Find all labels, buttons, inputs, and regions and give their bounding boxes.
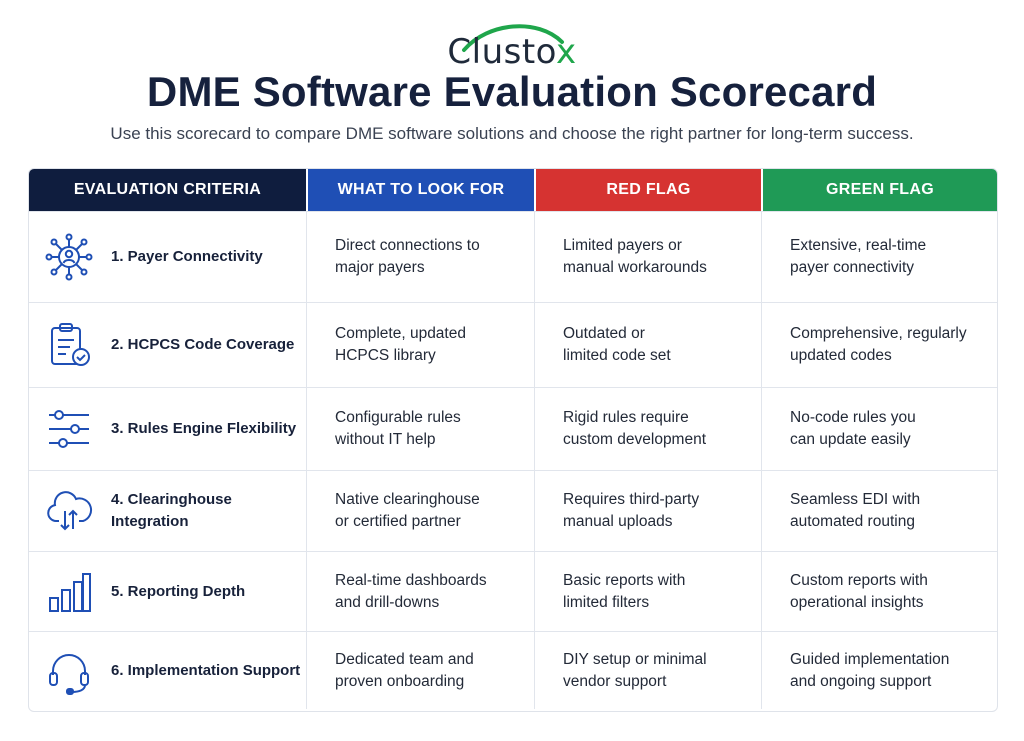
criteria-label: 1. Payer Connectivity [111,248,263,265]
red-flag-cell: Rigid rules require custom development [534,388,761,470]
headset-icon [43,645,95,697]
green-flag-cell: No-code rules you can update easily [761,388,997,470]
page-subtitle: Use this scorecard to compare DME softwa… [110,124,914,143]
red-flag-cell: Requires third-party manual uploads [534,471,761,551]
clipboard-check-icon [43,319,95,371]
green-flag-cell: Seamless EDI with automated routing [761,471,997,551]
red-flag-cell: DIY setup or minimal vendor support [534,632,761,709]
table-row: 6. Implementation Support Dedicated team… [29,631,997,709]
look-for-cell: Configurable rules without IT help [306,388,534,470]
green-flag-cell: Comprehensive, regularly updated codes [761,303,997,387]
green-flag-cell: Custom reports with operational insights [761,552,997,631]
criteria-label: 2. HCPCS Code Coverage [111,336,295,353]
red-flag-cell: Outdated or limited code set [534,303,761,387]
table-header-row: EVALUATION CRITERIA WHAT TO LOOK FOR RED… [29,169,997,211]
logo-swoosh-icon [462,24,564,52]
criteria-label: 4. Clearinghouse Integration [111,491,232,530]
network-user-icon [43,231,95,283]
header-green-flag: GREEN FLAG [761,169,997,211]
look-for-cell: Complete, updated HCPCS library [306,303,534,387]
criteria-cell: 6. Implementation Support [29,632,306,709]
table-row: 5. Reporting Depth Real-time dashboards … [29,551,997,631]
bar-chart-icon [43,566,95,618]
brand-logo: Clustox [0,10,1024,72]
look-for-cell: Direct connections to major payers [306,212,534,302]
red-flag-cell: Basic reports with limited filters [534,552,761,631]
look-for-cell: Real-time dashboards and drill-downs [306,552,534,631]
cloud-transfer-icon [43,485,95,537]
table-row: 3. Rules Engine Flexibility Configurable… [29,387,997,470]
criteria-cell: 3. Rules Engine Flexibility [29,388,306,470]
criteria-cell: 5. Reporting Depth [29,552,306,631]
look-for-cell: Dedicated team and proven onboarding [306,632,534,709]
criteria-label: 6. Implementation Support [111,661,301,679]
table-row: 2. HCPCS Code Coverage Complete, updated… [29,302,997,387]
table-row: 1. Payer Connectivity Direct connections… [29,211,997,302]
criteria-cell: 1. Payer Connectivity [29,212,306,302]
header-what-to-look-for: WHAT TO LOOK FOR [306,169,534,211]
sliders-icon [43,403,95,455]
green-flag-cell: Extensive, real-time payer connectivity [761,212,997,302]
header-red-flag: RED FLAG [534,169,761,211]
look-for-cell: Native clearinghouse or certified partne… [306,471,534,551]
logo-wordmark: Clustox [447,32,577,72]
table-row: 4. Clearinghouse Integration Native clea… [29,470,997,551]
criteria-cell: 4. Clearinghouse Integration [29,471,306,551]
header-evaluation-criteria: EVALUATION CRITERIA [29,169,306,211]
green-flag-cell: Guided implementation and ongoing suppor… [761,632,997,709]
scorecard-table: EVALUATION CRITERIA WHAT TO LOOK FOR RED… [28,168,998,712]
criteria-label: 3. Rules Engine Flexibility [111,420,297,437]
criteria-label: 5. Reporting Depth [111,582,246,600]
page-title: DME Software Evaluation Scorecard [146,68,878,115]
criteria-cell: 2. HCPCS Code Coverage [29,303,306,387]
red-flag-cell: Limited payers or manual workarounds [534,212,761,302]
